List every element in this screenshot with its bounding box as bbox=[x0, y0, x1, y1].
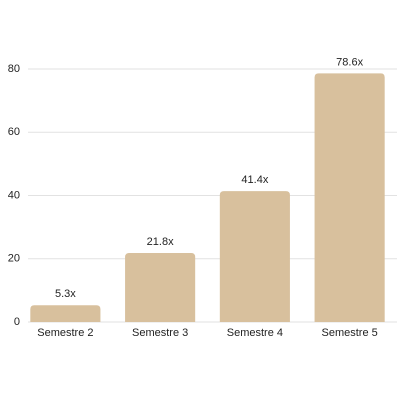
data-label: 41.4x bbox=[241, 174, 268, 186]
x-tick-label: Semestre 4 bbox=[227, 327, 283, 339]
y-tick-label: 0 bbox=[14, 316, 20, 328]
x-tick-label: Semestre 5 bbox=[322, 327, 378, 339]
x-tick-label: Semestre 3 bbox=[132, 327, 188, 339]
x-tick-label: Semestre 2 bbox=[37, 327, 93, 339]
bar bbox=[219, 191, 290, 322]
y-tick-label: 60 bbox=[8, 126, 20, 138]
bar bbox=[30, 305, 101, 322]
y-tick-label: 40 bbox=[8, 189, 20, 201]
y-tick-label: 20 bbox=[8, 253, 20, 265]
data-label: 78.6x bbox=[336, 56, 363, 68]
data-label: 5.3x bbox=[55, 288, 76, 300]
y-tick-label: 80 bbox=[8, 63, 20, 75]
data-label: 21.8x bbox=[147, 236, 174, 248]
bar bbox=[125, 253, 196, 322]
bar bbox=[314, 73, 385, 323]
